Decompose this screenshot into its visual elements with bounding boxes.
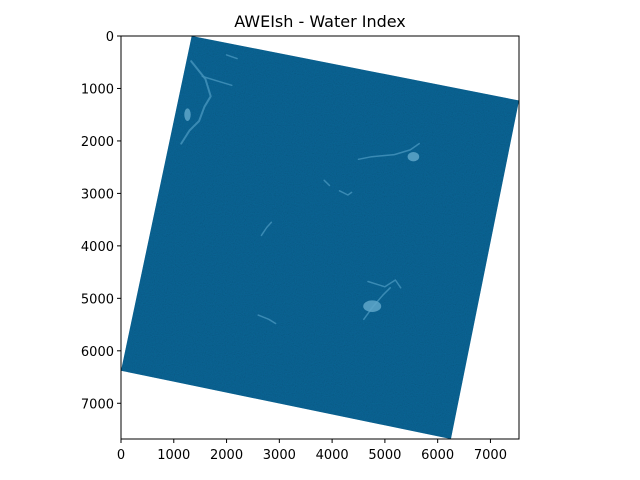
water-body: [180, 60, 212, 145]
x-tick-label: 5000: [368, 448, 401, 463]
y-tick-label: 5000: [81, 292, 114, 307]
x-axis: 0 1000 2000 3000 4000 5000 6000 7000: [117, 439, 507, 463]
water-patch: [407, 152, 420, 162]
y-tick-label: 7000: [81, 397, 114, 412]
water-body: [323, 179, 331, 187]
water-body: [338, 190, 353, 196]
water-patch: [363, 300, 382, 313]
x-tick-label: 1000: [157, 448, 190, 463]
water-body: [260, 221, 273, 237]
x-tick-label: 4000: [316, 448, 349, 463]
water-body: [257, 314, 277, 325]
x-tick-label: 0: [117, 448, 125, 463]
y-tick-label: 6000: [81, 345, 114, 360]
y-tick-label: 3000: [81, 187, 114, 202]
plot-frame: [120, 35, 520, 440]
y-tick-label: 0: [106, 30, 114, 45]
y-tick-label: 1000: [81, 82, 114, 97]
water-patch: [184, 108, 191, 121]
plot-area: [121, 36, 519, 439]
water-body: [367, 279, 402, 289]
y-axis: 0 1000 2000 3000 4000 5000 6000 7000: [81, 30, 121, 412]
water-body: [357, 142, 420, 161]
x-tick-label: 3000: [263, 448, 296, 463]
y-tick-label: 2000: [81, 135, 114, 150]
water-layer: [180, 54, 420, 325]
water-body: [201, 75, 233, 87]
scene-texture: [121, 36, 519, 439]
y-tick-label: 4000: [81, 240, 114, 255]
x-tick-label: 6000: [421, 448, 454, 463]
water-body: [363, 287, 391, 321]
water-body: [225, 54, 238, 60]
chart-title: AWEIsh - Water Index: [234, 12, 406, 31]
x-tick-label: 2000: [210, 448, 243, 463]
x-tick-label: 7000: [474, 448, 507, 463]
